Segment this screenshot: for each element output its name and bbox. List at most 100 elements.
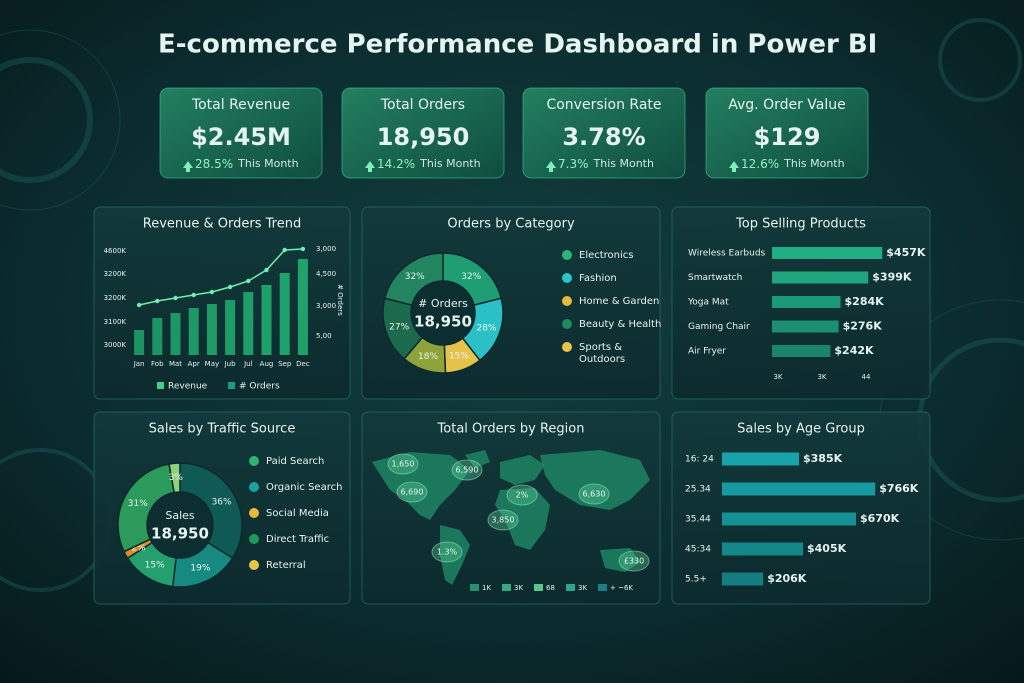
panel-title: Sales by Traffic Source [149,422,296,437]
line-point [173,295,178,301]
x-axis-label: 3K [773,373,782,381]
legend-label: Fashion [579,273,617,284]
legend-dot [562,296,572,306]
bar [722,452,799,466]
kpi-label: Total Orders [380,97,465,113]
legend-label: Organic Search [266,482,342,493]
legend-dot [562,250,572,260]
value-label: $276K [843,320,883,333]
legend-dot [562,319,572,329]
slice-label: 32% [405,272,425,282]
kpi-period: This Month [593,157,654,170]
x-axis-label: 44 [862,373,871,381]
value-label: $399K [872,271,912,284]
slice-label: 31% [128,499,148,509]
slice-label: 27% [389,323,409,333]
y-axis-label: 4600K [104,247,127,255]
kpi-change: 7.3% This Month [558,157,654,171]
world-map [372,450,650,585]
bar [722,482,876,496]
y2-axis-label: 3,000 [316,245,336,253]
panel-title: Total Orders by Region [437,422,585,437]
category-label: Wireless Earbuds [688,249,766,259]
legend-swatch [598,584,607,591]
region-value: 6,590 [456,466,479,475]
kpi-value: $2.45M [191,123,291,151]
donut-slice [383,252,444,307]
slice-label: 18% [418,352,438,362]
up-arrow [546,161,556,172]
region-bubble [578,483,610,505]
bar [152,318,163,355]
category-label: 25.34 [685,485,711,495]
legend-dot [249,482,259,492]
legend-dot [249,560,259,570]
panel-title: Revenue & Orders Trend [143,217,301,232]
bar [722,542,803,556]
region-value: 2% [516,491,529,500]
y2-axis-label: 3,000 [316,302,336,310]
value-label: $670K [860,512,900,525]
region-value: 1.3% [437,548,458,557]
x-axis-label: 3K [817,373,826,381]
legend-swatch [502,584,511,591]
region-value: 3,850 [492,516,515,525]
x-tick-label: Sep [278,360,292,368]
category-label: 5.5+ [685,575,707,585]
legend-label: Sports & Outdoors [579,342,625,365]
kpi-value: 18,950 [377,123,470,151]
x-tick-label: May [205,360,219,368]
kpi-change: 12.6% This Month [741,157,845,171]
kpi-change: 14.2% This Month [377,157,481,171]
legend-label: + ~6K [610,584,633,592]
category-label: Smartwatch [688,273,742,283]
category-label: Gaming Chair [688,322,750,332]
donut-slice [168,462,181,494]
y-axis-label: 3000K [104,341,127,349]
slice-label: 15% [449,352,469,362]
value-label: $242K [834,344,874,357]
legend-swatch [470,584,479,591]
kpi-change-value: 28.5% [195,157,233,171]
x-tick-label: Apr [188,360,200,368]
center-label: Sales [165,509,195,522]
kpi-value: 3.78% [562,123,645,151]
center-label: # Orders [418,297,468,310]
line-point [282,247,287,253]
kpi-change-value: 7.3% [558,157,589,171]
category-label: 35.44 [685,515,711,525]
kpi-card [522,87,686,179]
kpi-period: This Month [419,157,480,170]
bar [206,304,217,355]
slice-label: 3% [169,473,184,483]
category-label: 16: 24 [685,455,714,465]
line-point [300,246,306,252]
slice-label: 15% [145,561,165,571]
bar [772,345,831,357]
bar [772,320,839,333]
kpi-card [159,87,323,179]
legend-label: Paid Search [266,456,324,467]
donut-slice [179,462,243,560]
center-value: 18,950 [414,313,472,331]
panel-title: Sales by Age Group [737,422,865,437]
x-tick-label: Fob [151,360,164,368]
legend-label: Electronics [579,250,634,261]
x-tick-label: Jan [133,360,145,368]
donut-slice [117,463,176,553]
kpi-label: Conversion Rate [546,97,661,113]
legend-label: Direct Traffic [266,534,329,545]
legend-label: 68 [546,584,555,592]
x-tick-label: Jub [224,360,237,368]
line-point [264,267,269,273]
bar [772,247,883,259]
region-bubble [506,484,538,506]
kpi-period: This Month [783,157,844,170]
kpi-label: Total Revenue [191,97,290,113]
bar [243,292,254,355]
bar [772,271,869,284]
dashboard-title: E-commerce Performance Dashboard in Powe… [158,30,877,60]
x-tick-label: Aug [260,360,274,368]
